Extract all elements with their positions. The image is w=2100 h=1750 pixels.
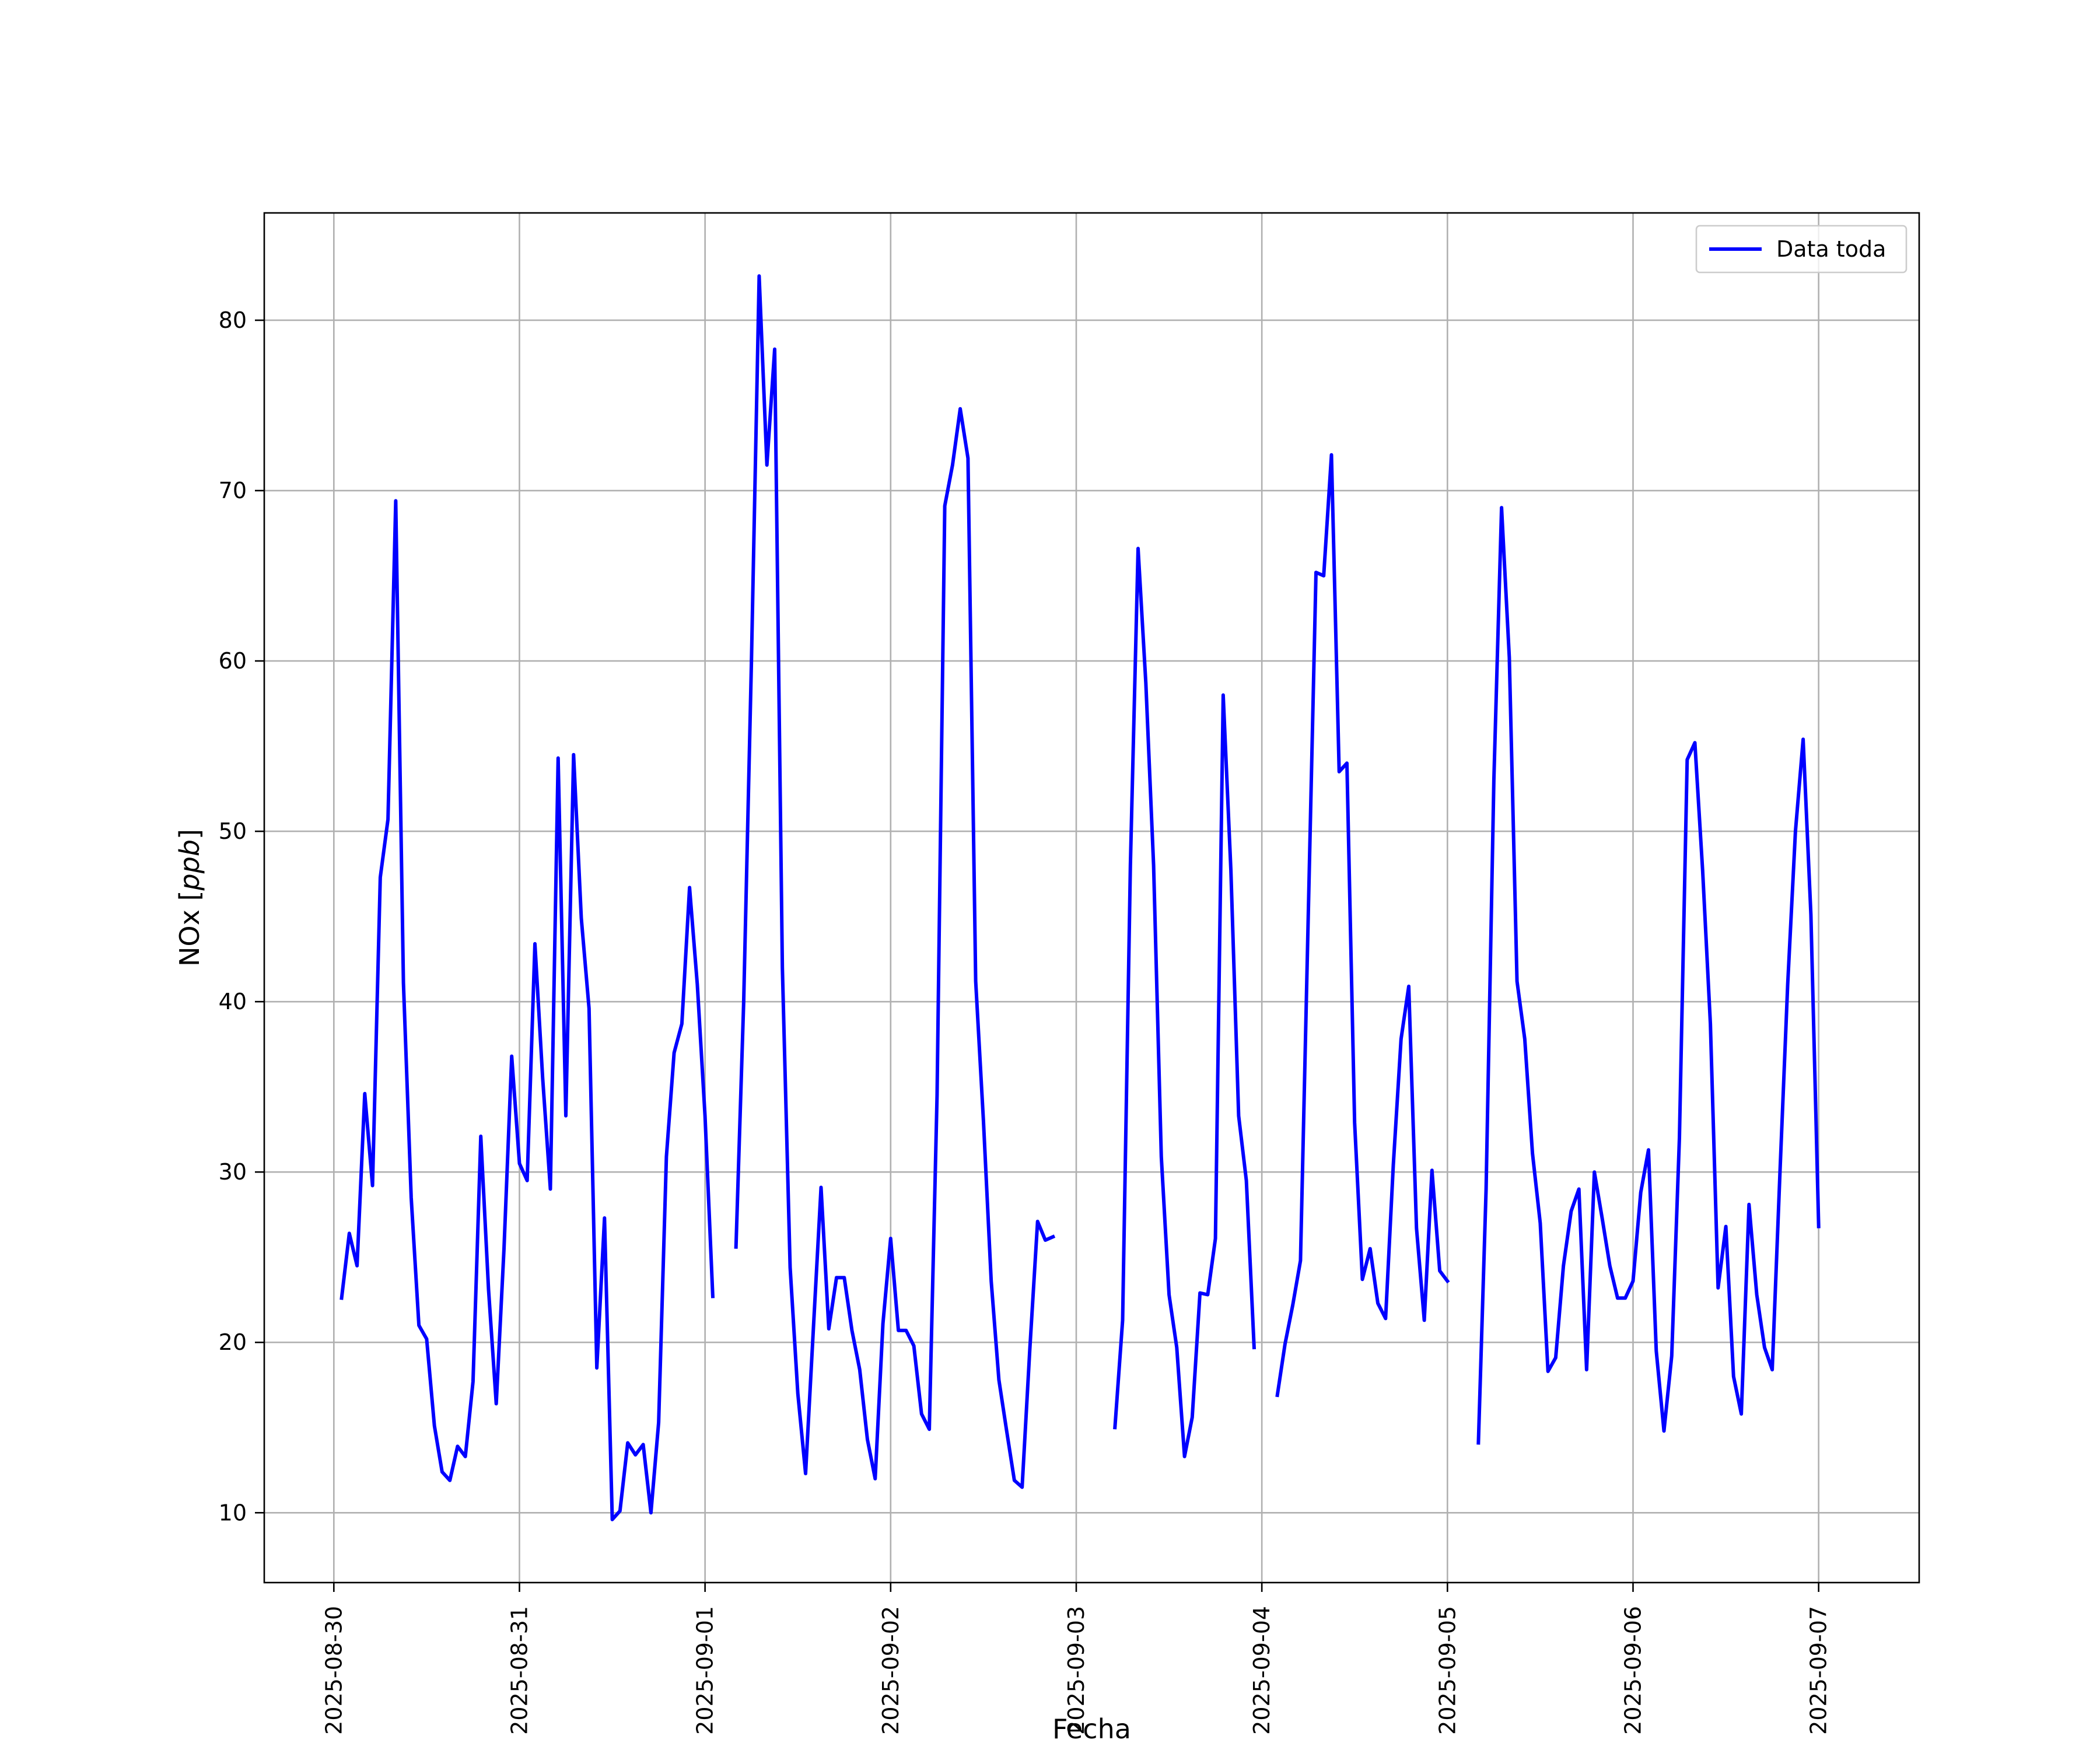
x-tick-label: 2025-08-31: [506, 1606, 532, 1735]
x-tick-label: 2025-09-01: [692, 1606, 718, 1735]
x-tick-label: 2025-09-04: [1249, 1606, 1275, 1735]
series-line-segment: [1113, 547, 1256, 1458]
legend: Data toda: [1695, 225, 1908, 274]
y-axis-label-unit: ppb: [174, 839, 205, 891]
y-tick-label: 80: [219, 307, 247, 333]
x-tick-label: 2025-09-02: [878, 1606, 904, 1735]
x-axis-label: Fecha: [1052, 1713, 1131, 1745]
series-line-segment: [734, 274, 1056, 1489]
y-tick-label: 50: [219, 818, 247, 844]
y-tick-label: 70: [219, 478, 247, 503]
y-tick-label: 10: [219, 1500, 247, 1525]
series-lines: [340, 274, 1821, 1521]
y-tick-label: 20: [219, 1329, 247, 1355]
y-tick-label: 60: [219, 648, 247, 674]
x-tick-label: 2025-09-06: [1620, 1606, 1646, 1735]
x-tick-label: 2025-09-03: [1063, 1606, 1089, 1735]
y-axis-ticks: 10 20 30 40 50 60 70 80: [219, 307, 264, 1525]
series-line-segment: [1275, 453, 1450, 1398]
x-tick-label: 2025-08-30: [321, 1606, 346, 1735]
x-axis-ticks: 2025-08-30 2025-08-31 2025-09-01 2025-09-02…: [321, 1583, 1832, 1735]
series-line-segment: [1476, 506, 1821, 1445]
series-line-segment: [340, 499, 715, 1521]
x-tick-label: 2025-09-05: [1434, 1606, 1460, 1735]
y-tick-label: 30: [219, 1159, 247, 1185]
grid: [264, 213, 1919, 1583]
y-axis-label-main: NOx [: [174, 891, 205, 967]
y-axis-label: NOx [ppb]: [174, 829, 205, 967]
y-axis-label-end: ]: [174, 829, 205, 839]
legend-box: [1695, 225, 1908, 274]
x-tick-label: 2025-09-07: [1806, 1606, 1832, 1735]
legend-label-data-toda: Data toda: [1776, 236, 1886, 262]
plot-area-frame: [263, 212, 1920, 1584]
y-tick-label: 40: [219, 989, 247, 1014]
